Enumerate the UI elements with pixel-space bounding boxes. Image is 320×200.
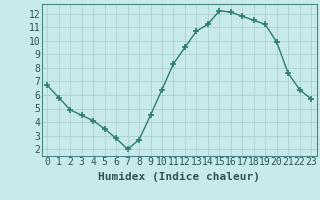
X-axis label: Humidex (Indice chaleur): Humidex (Indice chaleur) (98, 172, 260, 182)
